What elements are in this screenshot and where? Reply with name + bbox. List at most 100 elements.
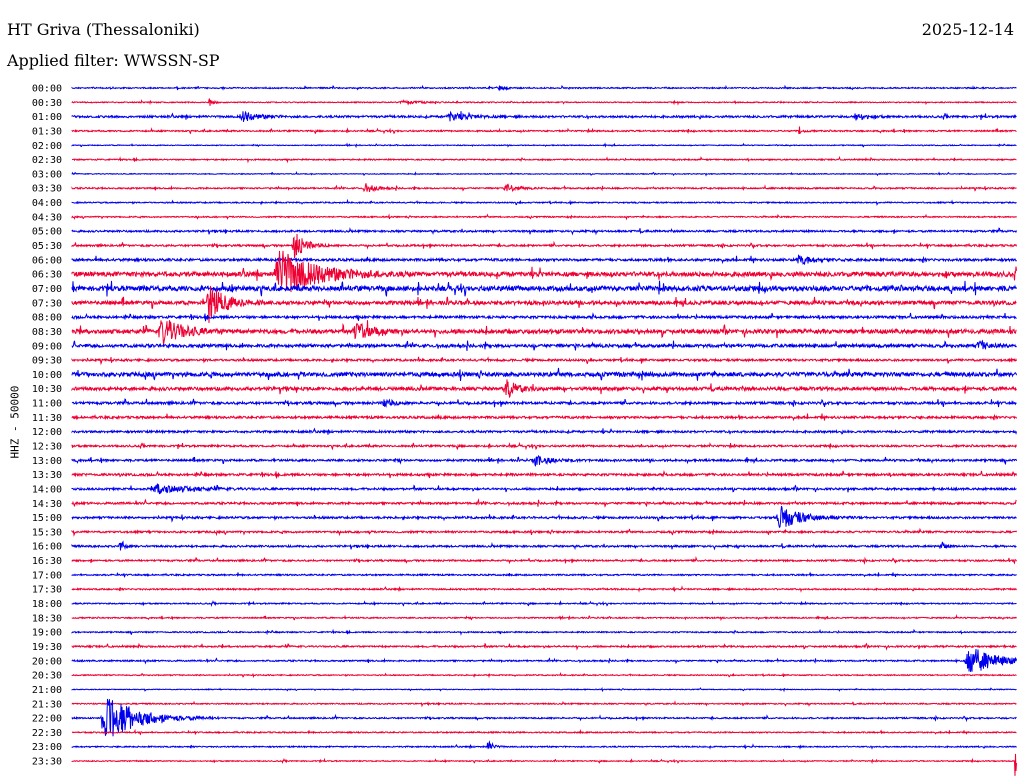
trace-line <box>71 367 1017 382</box>
row-time-label: 20:00 <box>32 656 62 667</box>
trace-line <box>71 339 1017 351</box>
row-time-label: 05:30 <box>32 241 62 252</box>
trace-line <box>71 571 1017 578</box>
trace-line <box>71 527 1017 537</box>
trace-line <box>71 648 1017 672</box>
row-time-label: 07:30 <box>32 298 62 309</box>
trace-line <box>71 740 1017 750</box>
trace-line <box>71 84 1017 92</box>
trace-line <box>71 254 1017 265</box>
trace-line <box>71 498 1017 508</box>
row-time-label: 21:00 <box>32 685 62 696</box>
trace-line <box>71 356 1017 366</box>
row-time-label: 00:30 <box>32 98 62 109</box>
row-time-label: 15:00 <box>32 513 62 524</box>
row-time-label: 22:30 <box>32 728 62 739</box>
row-time-label: 10:00 <box>32 370 62 381</box>
row-time-label: 04:00 <box>32 198 62 209</box>
row-time-label: 15:30 <box>32 527 62 538</box>
row-time-label: 19:00 <box>32 628 62 639</box>
row-time-label: 18:30 <box>32 613 62 624</box>
row-time-label: 16:30 <box>32 556 62 567</box>
trace-line <box>71 286 1017 324</box>
row-time-label: 17:00 <box>32 570 62 581</box>
trace-line <box>71 280 1017 297</box>
trace-line <box>71 470 1017 479</box>
trace-line <box>71 753 1017 776</box>
trace-line <box>71 183 1017 193</box>
trace-line <box>71 126 1017 135</box>
trace-line <box>71 398 1017 408</box>
trace-line <box>71 454 1017 467</box>
row-time-label: 20:30 <box>32 671 62 682</box>
row-time-label: 09:30 <box>32 356 62 367</box>
trace-line <box>71 505 1017 529</box>
row-time-label: 01:00 <box>32 112 62 123</box>
trace-line <box>71 233 1017 259</box>
trace-line <box>71 642 1017 651</box>
row-time-label: 18:00 <box>32 599 62 610</box>
trace-line <box>71 698 1017 737</box>
trace-line <box>71 441 1017 451</box>
row-time-label: 05:00 <box>32 227 62 238</box>
row-time-label: 23:00 <box>32 742 62 753</box>
row-time-label: 19:30 <box>32 642 62 653</box>
trace-line <box>71 110 1017 122</box>
trace-line <box>71 628 1017 636</box>
row-time-label: 12:30 <box>32 442 62 453</box>
filter-label: Applied filter: WWSSN-SP <box>7 51 220 70</box>
trace-line <box>71 413 1017 422</box>
trace-line <box>71 700 1017 708</box>
row-time-label: 23:30 <box>32 757 62 768</box>
trace-line <box>71 142 1017 149</box>
row-time-label: 17:30 <box>32 585 62 596</box>
trace-line <box>71 227 1017 236</box>
trace-line <box>71 600 1017 608</box>
row-time-label: 02:30 <box>32 155 62 166</box>
trace-line <box>71 483 1017 495</box>
row-time-label: 09:00 <box>32 341 62 352</box>
trace-line <box>71 213 1017 221</box>
trace-line <box>71 540 1017 551</box>
row-time-label: 06:30 <box>32 270 62 281</box>
row-time-label: 11:00 <box>32 399 62 410</box>
row-time-label: 00:00 <box>32 84 62 95</box>
row-time-label: 21:30 <box>32 699 62 710</box>
trace-line <box>71 585 1017 593</box>
row-time-label: 03:30 <box>32 184 62 195</box>
row-time-label: 14:00 <box>32 484 62 495</box>
trace-line <box>71 250 1017 293</box>
trace-line <box>71 312 1017 322</box>
row-time-label: 03:00 <box>32 169 62 180</box>
row-time-label: 10:30 <box>32 384 62 395</box>
trace-line <box>71 171 1017 177</box>
trace-line <box>71 98 1017 106</box>
row-time-label: 13:30 <box>32 470 62 481</box>
trace-line <box>71 155 1017 164</box>
row-time-label: 08:00 <box>32 313 62 324</box>
trace-line <box>71 672 1017 679</box>
row-time-label: 04:30 <box>32 212 62 223</box>
trace-line <box>71 728 1017 736</box>
row-time-label: 06:00 <box>32 255 62 266</box>
row-time-label: 22:00 <box>32 714 62 725</box>
station-title: HT Griva (Thessaloniki) <box>7 20 200 39</box>
row-time-label: 11:30 <box>32 413 62 424</box>
row-time-label: 01:30 <box>32 126 62 137</box>
row-time-label: 12:00 <box>32 427 62 438</box>
trace-line <box>71 556 1017 565</box>
row-time-label: 16:00 <box>32 542 62 553</box>
row-time-label: 08:30 <box>32 327 62 338</box>
row-time-label: 14:30 <box>32 499 62 510</box>
trace-line <box>71 198 1017 206</box>
row-time-label: 02:00 <box>32 141 62 152</box>
row-time-label: 07:00 <box>32 284 62 295</box>
trace-line <box>71 320 1017 345</box>
trace-line <box>71 686 1017 693</box>
date-label: 2025-12-14 <box>921 20 1014 39</box>
trace-line <box>71 379 1017 399</box>
trace-line <box>71 613 1017 622</box>
row-time-label: 13:00 <box>32 456 62 467</box>
